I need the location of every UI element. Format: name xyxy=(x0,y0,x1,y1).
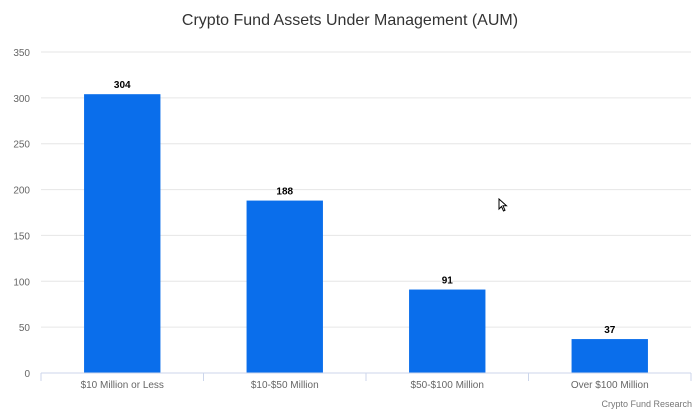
chart-title: Crypto Fund Assets Under Management (AUM… xyxy=(181,12,519,29)
bar xyxy=(571,339,648,373)
y-tick-label: 250 xyxy=(13,140,30,151)
x-tick-label: $10-$50 Million xyxy=(251,380,319,391)
x-axis: $10 Million or Less $10-$50 Million $50-$1… xyxy=(40,372,692,391)
y-tick-label: 100 xyxy=(13,277,30,288)
data-label: 304 xyxy=(114,80,131,91)
y-axis-ticks: 0 50 100 150 200 250 300 350 xyxy=(13,48,30,380)
chart-credits[interactable]: Crypto Fund Research xyxy=(601,399,692,409)
bar xyxy=(246,200,323,373)
y-tick-label: 50 xyxy=(19,323,31,334)
data-label: 37 xyxy=(604,325,616,336)
bar xyxy=(84,94,161,373)
y-tick-label: 150 xyxy=(13,231,30,242)
bar xyxy=(409,289,486,373)
data-label: 188 xyxy=(276,187,293,198)
bars xyxy=(84,94,648,373)
x-tick-label: $50-$100 Million xyxy=(411,380,484,391)
y-tick-label: 300 xyxy=(13,94,30,105)
y-tick-label: 200 xyxy=(13,186,30,197)
mouse-pointer-icon xyxy=(498,198,508,212)
y-tick-label: 0 xyxy=(24,369,30,380)
gridlines xyxy=(41,51,691,328)
data-label: 91 xyxy=(442,276,454,287)
x-tick-label: Over $100 Million xyxy=(571,380,649,391)
y-tick-label: 350 xyxy=(13,48,30,59)
data-labels: 304 188 91 37 xyxy=(114,80,616,336)
x-tick-label: $10 Million or Less xyxy=(81,380,164,391)
